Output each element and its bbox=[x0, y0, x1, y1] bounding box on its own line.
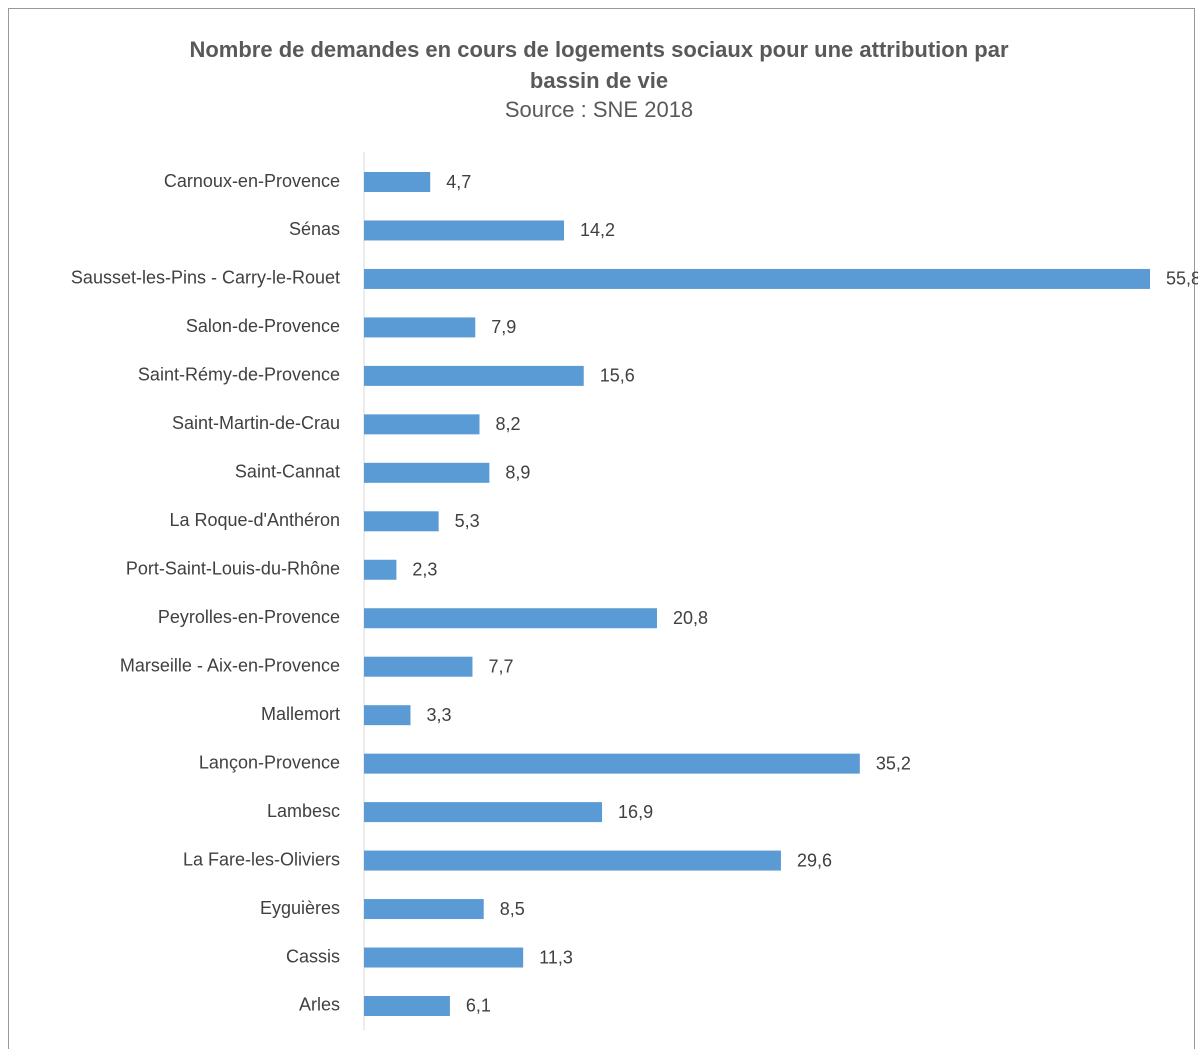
category-label: Marseille - Aix-en-Provence bbox=[120, 655, 340, 675]
value-label: 8,9 bbox=[505, 463, 530, 483]
bar bbox=[364, 365, 584, 386]
category-label: Carnoux-en-Provence bbox=[164, 171, 340, 191]
value-label: 16,9 bbox=[618, 802, 653, 822]
category-label: Saint-Cannat bbox=[235, 462, 340, 482]
category-label: Sénas bbox=[289, 219, 340, 239]
category-label: Cassis bbox=[286, 946, 340, 966]
value-label: 20,8 bbox=[673, 608, 708, 628]
category-label: Mallemort bbox=[261, 704, 340, 724]
category-label: Sausset-les-Pins - Carry-le-Rouet bbox=[71, 268, 340, 288]
bar bbox=[364, 899, 484, 920]
bar bbox=[364, 850, 781, 871]
category-label: Saint-Rémy-de-Provence bbox=[138, 365, 340, 385]
bar bbox=[364, 753, 860, 774]
value-label: 55,8 bbox=[1166, 269, 1198, 289]
bar bbox=[364, 995, 450, 1016]
category-label: Saint-Martin-de-Crau bbox=[172, 413, 340, 433]
value-label: 15,6 bbox=[600, 366, 635, 386]
category-label: Lançon-Provence bbox=[199, 752, 340, 772]
value-label: 6,1 bbox=[466, 996, 491, 1016]
category-label: La Roque-d'Anthéron bbox=[169, 510, 340, 530]
value-label: 8,2 bbox=[496, 414, 521, 434]
value-label: 3,3 bbox=[426, 705, 451, 725]
bar bbox=[364, 414, 480, 435]
value-label: 35,2 bbox=[876, 753, 911, 773]
title-block: Nombre de demandes en cours de logements… bbox=[0, 34, 1198, 124]
bar bbox=[364, 608, 657, 629]
bar bbox=[364, 656, 473, 677]
category-label: Lambesc bbox=[267, 801, 340, 821]
chart-title: Nombre de demandes en cours de logements… bbox=[189, 37, 1009, 93]
category-label: Peyrolles-en-Provence bbox=[158, 607, 340, 627]
value-label: 14,2 bbox=[580, 220, 615, 240]
category-label: Eyguières bbox=[260, 898, 340, 918]
category-label: La Fare-les-Oliviers bbox=[183, 849, 340, 869]
bar bbox=[364, 462, 490, 483]
bar bbox=[364, 317, 476, 338]
bar bbox=[364, 705, 411, 726]
bar bbox=[364, 172, 431, 192]
bar bbox=[364, 559, 397, 580]
value-label: 5,3 bbox=[455, 511, 480, 531]
value-label: 8,5 bbox=[500, 899, 525, 919]
chart-subtitle: Source : SNE 2018 bbox=[504, 97, 694, 122]
value-label: 29,6 bbox=[797, 850, 832, 870]
bar bbox=[364, 947, 524, 968]
bar bbox=[364, 802, 603, 823]
value-label: 7,7 bbox=[488, 656, 513, 676]
value-label: 11,3 bbox=[539, 947, 573, 967]
bar bbox=[364, 511, 439, 532]
category-label: Arles bbox=[299, 995, 340, 1015]
value-label: 2,3 bbox=[412, 560, 437, 580]
bar bbox=[364, 268, 1150, 289]
bar bbox=[364, 220, 565, 241]
category-label: Salon-de-Provence bbox=[186, 316, 340, 336]
value-label: 7,9 bbox=[491, 317, 516, 337]
value-label: 4,7 bbox=[446, 172, 471, 192]
chart-frame bbox=[8, 8, 1195, 1049]
category-label: Port-Saint-Louis-du-Rhône bbox=[126, 559, 340, 579]
